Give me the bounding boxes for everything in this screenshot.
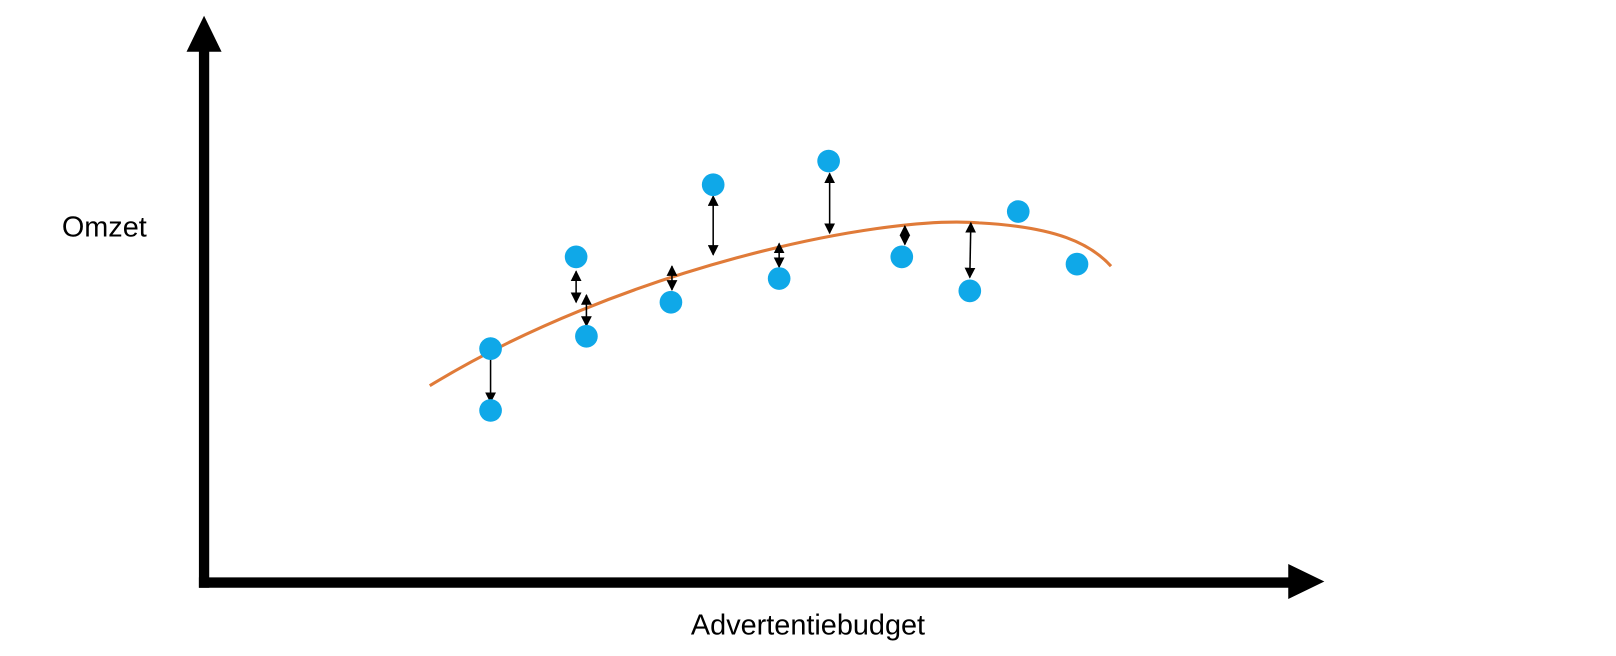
data-point [817, 149, 840, 173]
residual-arrow [964, 221, 977, 279]
data-point [767, 267, 791, 290]
data-point [1065, 252, 1089, 276]
x-axis-arrow [1288, 564, 1325, 600]
points [479, 149, 1089, 422]
data-point [479, 399, 502, 422]
data-point [564, 245, 588, 269]
data-point [890, 245, 914, 269]
data-point [479, 337, 502, 360]
y-axis-arrow [186, 15, 222, 52]
data-point [659, 290, 683, 314]
data-point [958, 279, 982, 303]
y-axis-label: Omzet [62, 212, 147, 244]
data-point [1006, 200, 1030, 223]
data-point [701, 173, 725, 197]
data-point [575, 324, 598, 348]
x-axis-label: Advertentiebudget [691, 610, 925, 642]
